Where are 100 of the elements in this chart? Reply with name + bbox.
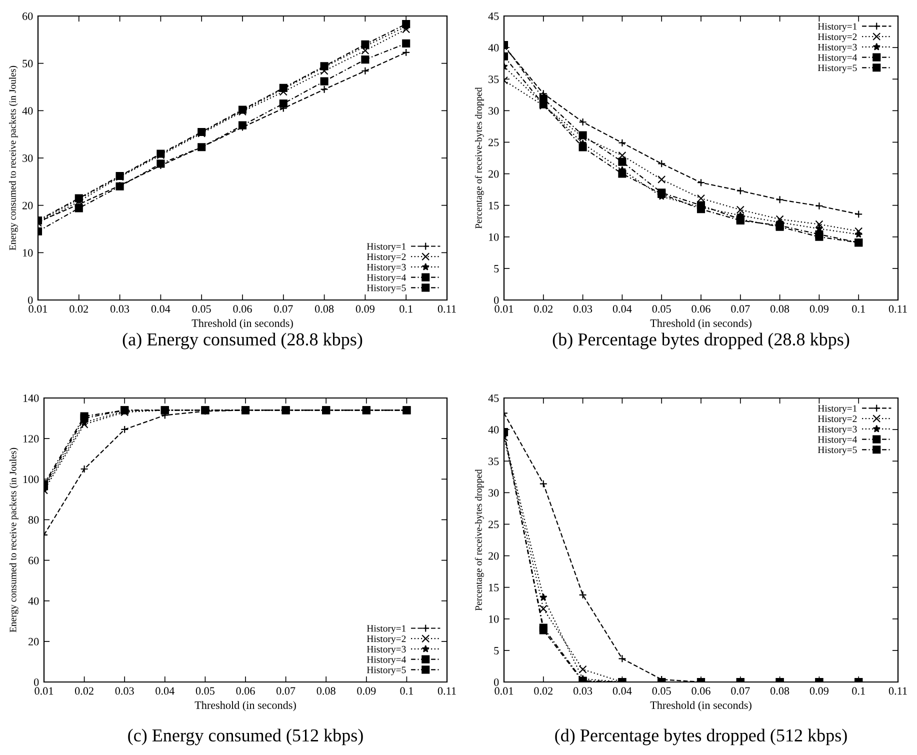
x-tick-label: 0.03 (574, 305, 592, 313)
x-tick-label: 0.07 (276, 687, 296, 695)
y-tick-label: 0 (34, 678, 39, 686)
x-tick-label: 0.11 (438, 305, 456, 313)
legend-label: History=3 (818, 44, 857, 52)
y-tick-label: 60 (22, 12, 33, 20)
y-tick-label: 140 (23, 394, 39, 402)
x-tick-label: 0.06 (236, 687, 255, 695)
x-tick-label: 0.08 (770, 305, 790, 313)
y-tick-label: 40 (488, 426, 499, 434)
x-tick-label: 0.04 (156, 687, 174, 695)
x-tick-label: 0.07 (731, 305, 750, 313)
y-tick-label: 25 (488, 138, 499, 146)
x-tick-label: 0.11 (888, 687, 907, 695)
y-axis-title: Energy consumed to receive packets (in Joules) (9, 448, 18, 632)
x-tick-label: 0.01 (34, 687, 54, 695)
x-tick-label: 0.05 (192, 305, 211, 313)
y-tick-label: 40 (488, 44, 499, 52)
legend-label: History=4 (818, 54, 858, 63)
y-tick-label: 15 (489, 202, 499, 210)
x-tick-label: 0.02 (75, 687, 94, 695)
x-axis-title: Threshold (in seconds) (194, 701, 296, 712)
y-tick-label: 35 (488, 458, 499, 466)
legend-label: History=2 (818, 34, 857, 42)
legend-label: History=5 (366, 666, 406, 676)
x-tick-label: 0.09 (810, 687, 828, 695)
y-tick-label: 20 (488, 170, 499, 178)
x-tick-label: 0.04 (612, 305, 632, 313)
y-tick-label: 120 (23, 435, 39, 443)
y-tick-label: 30 (22, 154, 33, 162)
x-tick-label: 0.1 (852, 305, 865, 313)
x-tick-label: 0.02 (534, 305, 553, 313)
text: (a) Energy consumed (28.8 kbps) (122, 332, 362, 350)
y-tick-label: 10 (489, 615, 499, 623)
y-tick-label: 40 (28, 597, 39, 605)
x-tick-label: 0.05 (652, 687, 671, 695)
x-tick-label: 0.09 (356, 305, 374, 313)
legend-label: History=3 (818, 426, 857, 434)
y-tick-label: 15 (489, 584, 499, 592)
x-tick-label: 0.09 (357, 687, 376, 695)
legend-label: History=2 (366, 636, 406, 644)
y-tick-label: 100 (23, 476, 39, 484)
x-tick-label: 0.1 (852, 687, 865, 695)
x-tick-label: 0.05 (652, 305, 671, 313)
x-tick-label: 0.03 (110, 305, 130, 313)
y-tick-label: 35 (488, 76, 499, 84)
x-tick-label: 0.01 (494, 687, 514, 695)
y-tick-label: 30 (488, 489, 499, 497)
x-tick-label: 0.1 (400, 687, 413, 695)
legend-label: History=1 (366, 243, 406, 252)
y-tick-label: 20 (28, 638, 39, 646)
x-tick-label: 0.02 (534, 687, 553, 695)
x-tick-label: 0.08 (316, 687, 336, 695)
legend-label: History=4 (366, 656, 406, 665)
x-tick-label: 0.08 (315, 305, 334, 313)
x-tick-label: 0.01 (28, 305, 48, 313)
x-tick-label: 0.1 (400, 305, 412, 313)
text: (c) Energy consumed (512 kbps) (128, 728, 363, 746)
x-tick-label: 0.11 (888, 305, 907, 313)
legend-label: History=4 (818, 436, 858, 445)
y-tick-label: 30 (488, 107, 499, 115)
legend-label: History=2 (366, 254, 406, 262)
y-tick-label: 40 (22, 107, 33, 115)
y-axis-title: Energy consumed to receive packets (in Joules) (9, 66, 18, 250)
legend-label: History=3 (366, 264, 406, 272)
text: (d) Percentage bytes dropped (512 kbps) (555, 728, 847, 746)
y-axis-title: Percentage of receive-bytes dropped (474, 87, 484, 229)
y-tick-label: 0 (28, 296, 33, 304)
x-tick-label: 0.07 (274, 305, 293, 313)
y-tick-label: 25 (488, 520, 499, 528)
y-tick-label: 45 (488, 12, 499, 20)
x-axis-title: Threshold (in seconds) (650, 701, 752, 712)
legend-label: History=1 (818, 23, 857, 32)
y-tick-label: 5 (494, 647, 499, 654)
legend-label: History=5 (818, 64, 857, 74)
y-tick-label: 0 (494, 296, 499, 304)
legend-label: History=5 (366, 284, 406, 294)
y-tick-label: 10 (23, 249, 33, 257)
y-tick-label: 50 (22, 60, 33, 68)
legend-label: History=3 (366, 646, 406, 654)
legend-label: History=2 (818, 416, 857, 424)
x-tick-label: 0.06 (692, 305, 710, 313)
x-tick-label: 0.01 (494, 305, 514, 313)
x-axis-title: Threshold (in seconds) (192, 319, 293, 330)
legend-label: History=4 (366, 274, 406, 283)
x-tick-label: 0.08 (770, 687, 790, 695)
x-tick-label: 0.04 (612, 687, 632, 695)
legend-label: History=1 (818, 405, 857, 414)
x-tick-label: 0.06 (692, 687, 710, 695)
x-tick-label: 0.09 (810, 305, 828, 313)
y-tick-label: 80 (28, 516, 39, 524)
x-tick-label: 0.11 (438, 687, 456, 695)
legend-label: History=1 (366, 625, 406, 634)
x-tick-label: 0.05 (196, 687, 214, 695)
x-tick-label: 0.03 (574, 687, 592, 695)
x-tick-label: 0.03 (115, 687, 134, 695)
y-tick-label: 5 (494, 265, 499, 272)
y-axis-title: Percentage of receive-bytes dropped (474, 469, 484, 611)
x-tick-label: 0.07 (731, 687, 750, 695)
text: (b) Percentage bytes dropped (28.8 kbps) (552, 332, 850, 350)
